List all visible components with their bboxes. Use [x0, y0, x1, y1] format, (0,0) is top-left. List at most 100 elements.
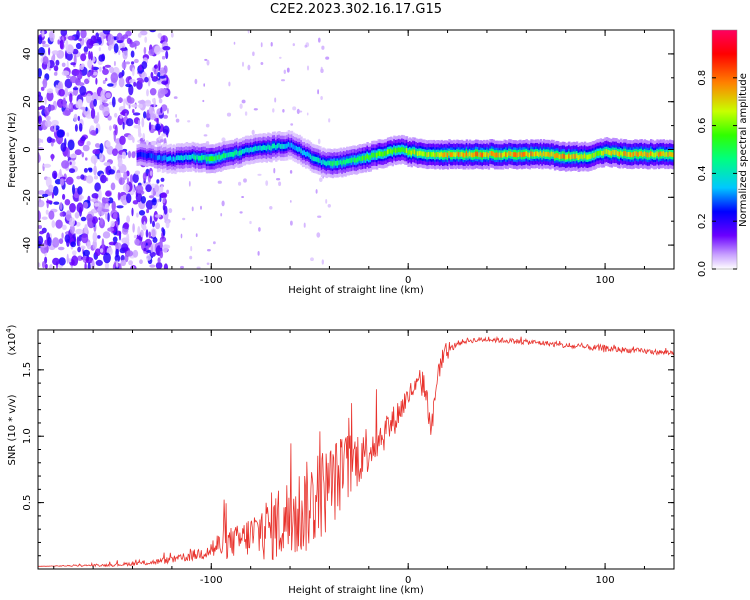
- ridge-cell: [615, 150, 618, 155]
- ridge-cell: [158, 154, 161, 160]
- noise-speckle: [173, 96, 178, 99]
- noise-blob: [107, 197, 114, 204]
- noise-blob: [90, 108, 96, 119]
- noise-blob: [38, 36, 43, 45]
- noise-blob: [80, 216, 87, 222]
- noise-blob: [138, 132, 142, 138]
- noise-blob: [161, 55, 166, 60]
- noise-blob: [84, 262, 87, 269]
- ridge-cell: [530, 151, 533, 157]
- ridge-cell: [473, 152, 476, 157]
- ridge-cell: [237, 151, 240, 156]
- noise-blob: [145, 184, 152, 193]
- noise-blob: [148, 49, 155, 56]
- ridge-cell: [653, 152, 656, 158]
- ridge-cell: [511, 151, 514, 157]
- ridge-cell: [145, 153, 149, 159]
- ridge-cell: [265, 145, 268, 151]
- noise-blob: [62, 97, 66, 109]
- noise-blob: [69, 161, 72, 165]
- ridge-cell: [449, 152, 453, 157]
- noise-blob: [64, 199, 71, 206]
- x-tick-label: -100: [200, 575, 223, 586]
- noise-blob: [82, 144, 90, 152]
- ridge-cell: [371, 152, 374, 158]
- ridge-cell: [427, 152, 431, 157]
- noise-speckle: [241, 99, 246, 104]
- ridge-cell: [185, 154, 188, 160]
- noise-blob: [41, 216, 48, 220]
- noise-blob: [72, 250, 77, 256]
- ridge-cell: [416, 151, 420, 157]
- noise-blob: [127, 134, 134, 141]
- ridge-cell: [609, 150, 612, 156]
- ridge-cell: [298, 146, 302, 152]
- noise-blob: [86, 38, 94, 49]
- ridge-cell: [202, 155, 205, 160]
- ridge-cell: [516, 152, 519, 158]
- noise-blob: [65, 39, 69, 51]
- noise-blob: [139, 30, 148, 36]
- ridge-cell: [440, 151, 443, 157]
- noise-blob: [107, 227, 114, 232]
- noise-blob: [143, 247, 147, 252]
- noise-blob: [157, 257, 161, 264]
- ridge-cell: [665, 151, 669, 157]
- ridge-cell: [495, 152, 498, 158]
- ridge-cell: [571, 154, 574, 160]
- ridge-cell: [475, 151, 478, 157]
- noise-blob: [90, 155, 98, 164]
- noise-blob: [95, 259, 103, 266]
- noise-blob: [137, 32, 142, 38]
- noise-blob: [69, 75, 78, 84]
- noise-blob: [97, 95, 101, 101]
- noise-blob: [100, 174, 107, 184]
- noise-blob: [160, 177, 165, 182]
- noise-blob: [65, 210, 72, 221]
- ridge-cell: [626, 152, 629, 157]
- noise-blob: [128, 104, 131, 109]
- noise-blob: [80, 106, 86, 110]
- colorbar-tick-label: 0.8: [697, 70, 708, 86]
- noise-blob: [86, 213, 93, 222]
- noise-speckle: [196, 266, 201, 269]
- noise-blob: [76, 202, 84, 213]
- noise-blob: [91, 64, 94, 75]
- noise-blob: [67, 139, 75, 151]
- noise-blob: [102, 30, 111, 35]
- noise-blob: [84, 51, 88, 55]
- noise-blob: [77, 246, 81, 253]
- ridge-cell: [542, 151, 546, 156]
- noise-blob: [67, 35, 76, 41]
- ridge-cell: [183, 155, 187, 160]
- ridge-cell: [442, 152, 445, 158]
- ridge-cell: [273, 143, 276, 149]
- noise-speckle: [167, 107, 169, 114]
- noise-speckle: [325, 56, 330, 60]
- ridge-cell: [338, 160, 341, 166]
- ridge-cell: [498, 152, 502, 158]
- ridge-cell: [501, 152, 505, 158]
- noise-blob: [139, 259, 143, 265]
- y-tick-label: -20: [22, 189, 33, 205]
- noise-blob: [96, 36, 102, 43]
- noise-speckle: [257, 173, 262, 176]
- ridge-cell: [245, 147, 248, 153]
- ridge-cell: [204, 155, 207, 160]
- noise-speckle: [217, 180, 222, 184]
- ridge-cell: [305, 151, 308, 157]
- noise-blob: [106, 145, 114, 155]
- noise-blob: [48, 47, 51, 56]
- ridge-cell: [568, 153, 571, 159]
- ridge-cell: [270, 145, 273, 151]
- noise-blob: [114, 254, 121, 262]
- noise-blob: [134, 42, 137, 50]
- ridge-cell: [566, 154, 569, 160]
- noise-blob: [104, 64, 111, 68]
- noise-blob: [120, 47, 128, 51]
- noise-blob: [108, 45, 112, 51]
- ridge-cell: [292, 144, 295, 150]
- ridge-cell: [375, 152, 379, 158]
- colorbar-ticks: 0.0 0.2 0.4 0.6 0.8: [697, 70, 737, 277]
- ridge-cell: [163, 155, 166, 161]
